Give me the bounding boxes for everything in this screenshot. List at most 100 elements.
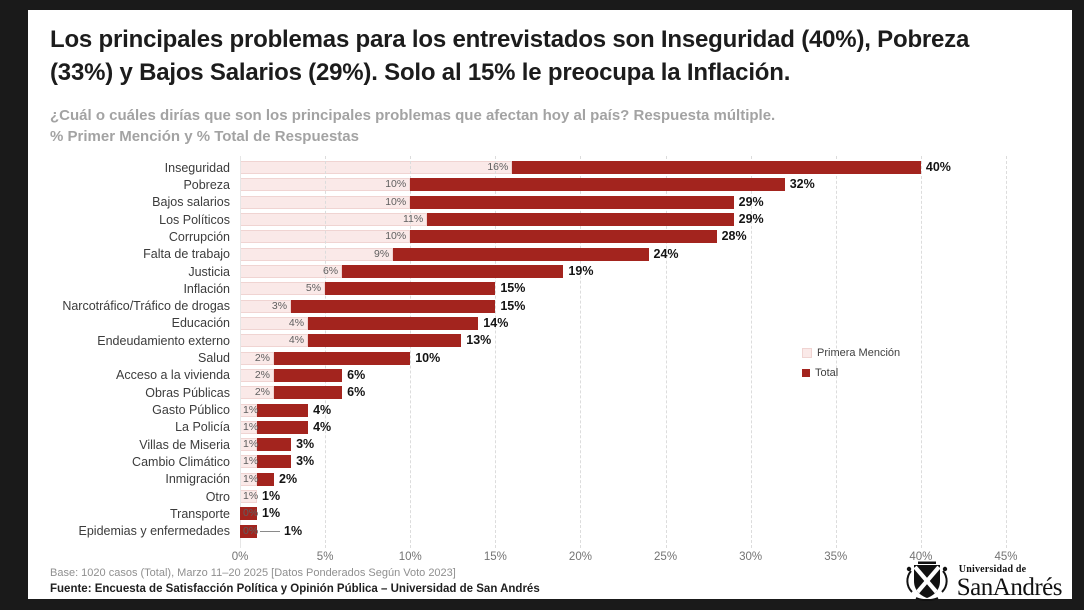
bar-area: 10% 29% (240, 194, 1006, 209)
legend-swatch-icon (802, 369, 810, 377)
bar-area: 5% 15% (240, 281, 1006, 296)
bar-row: Los Políticos 11% 29% (28, 211, 1072, 228)
total-value-label: 14% (483, 315, 509, 330)
category-label: Corrupción (168, 229, 230, 244)
label-leader-line (260, 530, 281, 532)
bar-area: 2% 6% (240, 367, 1006, 382)
bar-row: Otro 1% 1% (28, 488, 1072, 505)
total-bar (240, 507, 258, 521)
legend-label: Primera Mención (817, 347, 901, 359)
gridline (920, 156, 922, 548)
total-bar (512, 161, 921, 175)
total-bar (410, 178, 785, 192)
category-label: Obras Públicas (145, 385, 230, 400)
category-label: Villas de Miseria (139, 437, 230, 452)
bar-area: 1% 3% (240, 437, 1006, 452)
bar-area: 1% 3% (240, 455, 1006, 469)
primera-mencion-value-label: 4% (288, 316, 305, 329)
primera-mencion-value-label: 10% (385, 230, 407, 243)
x-axis-tick-label: 5% (316, 551, 334, 563)
category-label: Epidemias y enfermedades (78, 524, 230, 539)
total-bar (427, 213, 734, 227)
total-value-label: 29% (738, 194, 764, 209)
category-label: Endeudamiento externo (97, 333, 230, 348)
total-bar (410, 195, 734, 209)
bar-area: 3% 15% (240, 298, 1006, 313)
total-value-label: 10% (415, 350, 441, 365)
bar-area: 4% 13% (240, 334, 1006, 348)
total-value-label: 6% (347, 385, 366, 400)
footer-base-note: Base: 1020 casos (Total), Marzo 11–20 20… (50, 567, 456, 579)
total-value-label: 19% (568, 264, 594, 279)
primera-mencion-value-label: 1% (243, 472, 259, 485)
category-label: Bajos salarios (152, 195, 230, 210)
primera-mencion-value-label: 2% (254, 386, 271, 399)
bar-row: Transporte 0% 1% (28, 505, 1072, 522)
category-label: Falta de trabajo (143, 247, 230, 262)
bar-row: Salud 2% 10% (28, 349, 1072, 366)
total-bar (257, 455, 292, 469)
total-value-label: 4% (313, 402, 332, 417)
gridline (580, 156, 582, 548)
bar-area: 16% 40% (240, 160, 1006, 175)
category-label: Inmigración (165, 472, 230, 487)
category-label: Narcotráfico/Tráfico de drogas (62, 299, 230, 314)
bar-row: Falta de trabajo 9% 24% (28, 246, 1072, 263)
total-value-label: 2% (279, 471, 298, 486)
category-label: La Policía (175, 420, 230, 435)
primera-mencion-value-label: 5% (305, 282, 322, 295)
primera-mencion-value-label: 4% (288, 334, 305, 347)
total-value-label: 1% (284, 523, 303, 538)
total-value-label: 15% (500, 298, 526, 313)
total-value-label: 15% (500, 281, 526, 296)
total-value-label: 1% (262, 506, 281, 521)
primera-mencion-value-label: 3% (271, 299, 288, 312)
total-bar (308, 334, 462, 348)
university-crest-icon (901, 559, 953, 606)
gridline (750, 156, 752, 548)
primera-mencion-value-label: 1% (243, 490, 259, 503)
bar-area: 9% 24% (240, 247, 1006, 261)
primera-mencion-value-label: 2% (254, 368, 271, 381)
total-bar (274, 368, 343, 382)
category-label: Transporte (170, 506, 230, 521)
legend-swatch-icon (802, 348, 812, 358)
category-label: Salud (198, 351, 230, 366)
total-bar (257, 420, 309, 434)
category-label: Inseguridad (164, 160, 230, 175)
primera-mencion-value-label: 16% (487, 161, 509, 174)
total-value-label: 40% (925, 160, 951, 175)
legend-item-primera-menci-n: Primera Mención (802, 343, 900, 363)
total-value-label: 29% (738, 212, 764, 227)
bar-row: Inflación 5% 15% (28, 280, 1072, 297)
x-axis-tick-label: 20% (568, 551, 592, 563)
logo-text-top: Universidad de (958, 563, 1027, 575)
bar-area: 10% 28% (240, 229, 1006, 244)
bar-row: Obras Públicas 2% 6% (28, 384, 1072, 401)
primera-mencion-value-label: 2% (254, 351, 271, 364)
total-value-label: 28% (721, 229, 747, 244)
primera-mencion-value-label: 0% (243, 507, 259, 520)
bar-area: 11% 29% (240, 212, 1006, 227)
category-label: Inflación (183, 281, 230, 296)
chart-card: Los principales problemas para los entre… (28, 10, 1072, 602)
chart-rows: Inseguridad 16% 40% Pobreza 10% 32% Bajos sala… (28, 159, 1072, 540)
primera-mencion-value-label: 10% (385, 178, 407, 191)
total-value-label: 6% (347, 367, 366, 382)
gridline (495, 156, 497, 548)
gridline (665, 156, 667, 548)
bar-row: Corrupción 10% 28% (28, 228, 1072, 245)
total-value-label: 3% (296, 437, 315, 452)
chart-subtitle-question: ¿Cuál o cuáles dirías que son los princi… (50, 107, 776, 124)
bar-area: 0% 1% (240, 523, 1006, 538)
primera-mencion-value-label: 1% (243, 403, 259, 416)
gridline (240, 156, 241, 548)
x-axis-tick-label: 15% (483, 551, 507, 563)
bar-area: 1% 2% (240, 471, 1006, 486)
bar-row: Villas de Miseria 1% 3% (28, 436, 1072, 453)
category-label: Otro (205, 489, 230, 504)
bar-row: La Policía 1% 4% (28, 419, 1072, 436)
total-bar (257, 472, 275, 486)
bar-row: Narcotráfico/Tráfico de drogas 3% 15% (28, 298, 1072, 315)
